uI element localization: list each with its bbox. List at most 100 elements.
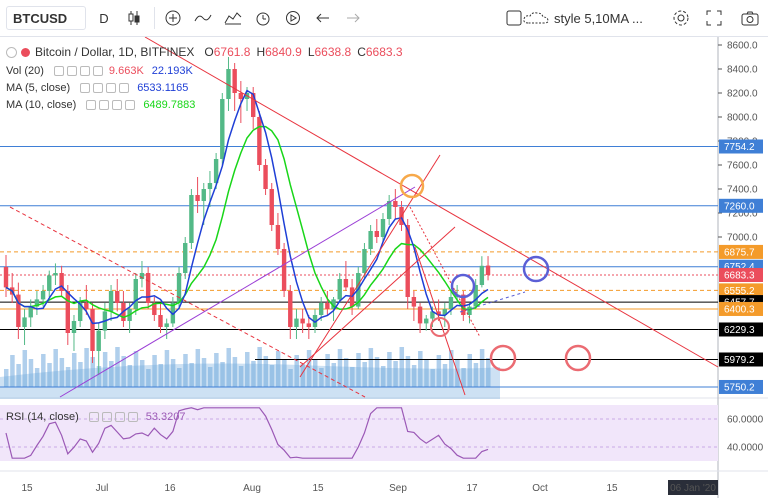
candle-body (139, 273, 145, 279)
breakdown-line (414, 246, 466, 396)
volume-bar (257, 347, 262, 387)
camera-icon[interactable] (738, 6, 762, 30)
volume-bar (53, 349, 58, 387)
volume-value: 9.663K (108, 65, 144, 77)
volume-bar (170, 359, 176, 387)
volume-bar (356, 353, 361, 387)
volume-bar (109, 361, 114, 387)
price-tick-label: 8200.0 (727, 89, 758, 100)
more-icon[interactable] (92, 66, 103, 76)
price-level-tag (719, 283, 763, 298)
volume-bar (399, 347, 405, 387)
candle-body (318, 303, 324, 315)
undo-icon[interactable] (311, 6, 335, 30)
ma10-line (5, 125, 489, 319)
candle-body (96, 330, 101, 351)
time-tick-label: 15 (606, 483, 618, 494)
candle-body (312, 315, 318, 327)
fullscreen-icon[interactable] (702, 6, 726, 30)
rsi-band (0, 405, 718, 461)
candle-body (251, 93, 256, 117)
volume-bar (232, 357, 238, 387)
candle-style-icon[interactable] (122, 6, 146, 30)
volume-bar (195, 349, 201, 387)
symbol-label: BTCUSD (13, 10, 68, 26)
close-icon[interactable] (79, 66, 90, 76)
replay-icon[interactable] (281, 6, 305, 30)
price-tick-label: 8000.0 (727, 113, 758, 124)
volume-bar (467, 354, 472, 387)
eye-icon[interactable] (86, 100, 97, 110)
alert-icon[interactable] (251, 6, 275, 30)
settings-icon[interactable] (99, 100, 110, 110)
ma5-name: MA (5, close) (6, 82, 71, 94)
settings-gear-icon[interactable] (669, 6, 693, 30)
ma10-name: MA (10, close) (6, 99, 77, 111)
volume-bar (424, 360, 429, 387)
price-level-tag (719, 352, 763, 367)
price-level-label: 6875.7 (724, 247, 755, 258)
settings-icon[interactable] (93, 83, 104, 93)
legend-main: Bitcoin / Dollar, 1D, BITFINEX O 6761.8 H… (6, 45, 403, 59)
close-icon[interactable] (114, 412, 125, 422)
add-indicator-icon[interactable] (161, 6, 185, 30)
price-level-label: 6555.2 (724, 286, 755, 297)
candle-body (325, 303, 330, 309)
candle-body (430, 311, 435, 319)
volume-bar (10, 355, 15, 387)
volume-bar (189, 363, 194, 387)
open-value: 6761.8 (213, 45, 251, 59)
candle-body (183, 243, 188, 273)
close-icon[interactable] (112, 100, 123, 110)
candle-body (176, 273, 182, 303)
candle-body (207, 183, 213, 189)
redo-icon[interactable] (341, 6, 365, 30)
time-badge-label: 06 Jan '20 (670, 483, 716, 494)
more-icon[interactable] (119, 83, 130, 93)
collapse-icon[interactable] (6, 46, 17, 58)
volume-bar (214, 353, 219, 387)
chart-area[interactable]: 8600.08400.08200.08000.07800.07600.07400… (0, 36, 768, 498)
interval-button[interactable]: D (99, 10, 109, 26)
volume-bar (319, 368, 324, 387)
toolbar: BTCUSD D style 5,10MA ... (0, 0, 768, 37)
settings-icon[interactable] (66, 66, 77, 76)
candle-body (40, 291, 46, 300)
eye-icon[interactable] (88, 412, 99, 422)
indicators-icon[interactable] (191, 6, 215, 30)
legend-ma5: MA (5, close) 6533.1165 (6, 82, 188, 94)
candle-body (263, 165, 268, 189)
price-chart[interactable]: 8600.08400.08200.08000.07800.07600.07400… (0, 36, 768, 498)
volume-bar (288, 369, 293, 387)
volume-bar (486, 358, 491, 387)
candle-body (269, 189, 274, 225)
symbol-search[interactable]: BTCUSD (6, 6, 86, 30)
candle-body (22, 317, 27, 327)
time-tick-label: 15 (21, 483, 33, 494)
volume-name: Vol (20) (6, 65, 44, 77)
templates-icon[interactable] (221, 6, 245, 30)
settings-icon[interactable] (101, 412, 112, 422)
volume-bar (448, 350, 454, 387)
more-icon[interactable] (127, 412, 138, 422)
price-level-label: 7754.2 (724, 142, 755, 153)
descending-trendline (144, 36, 719, 368)
rsi-line (5, 407, 489, 459)
chart-style-selector[interactable]: style 5,10MA ... (522, 6, 643, 30)
volume-bar (251, 361, 256, 387)
more-icon[interactable] (125, 100, 136, 110)
volume-bar (300, 364, 306, 387)
layout-icon[interactable] (502, 6, 526, 30)
main-pane (0, 37, 718, 397)
legend-ma10: MA (10, close) 6489.7883 (6, 99, 195, 111)
candle-body (145, 273, 151, 303)
volume-bar (313, 359, 318, 387)
eye-icon[interactable] (80, 83, 91, 93)
legend-title: Bitcoin / Dollar, 1D, BITFINEX (35, 45, 195, 59)
close-icon[interactable] (106, 83, 117, 93)
price-tick-label: 7200.0 (727, 209, 758, 220)
eye-icon[interactable] (53, 66, 64, 76)
candle-body (473, 285, 478, 307)
price-tick-label: 7600.0 (727, 161, 758, 172)
candle-body (34, 299, 40, 307)
